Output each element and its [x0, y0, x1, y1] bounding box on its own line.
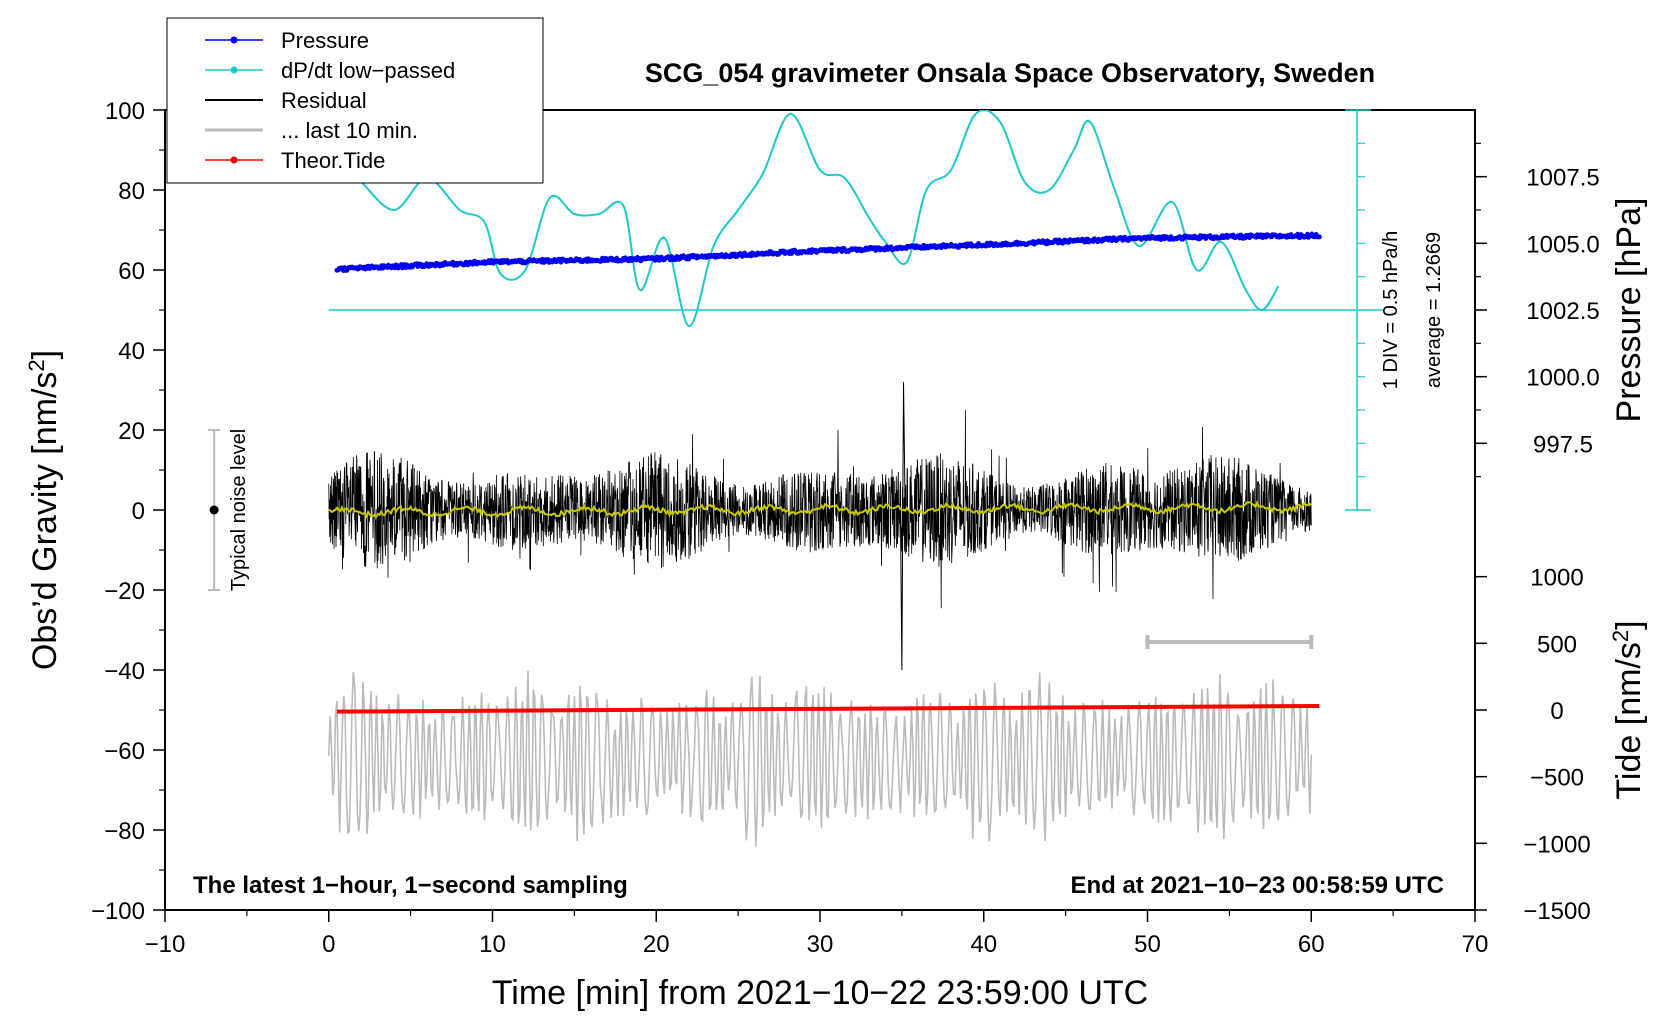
y-tick-label: −100	[91, 898, 145, 925]
pressure-tick-label: 1007.5	[1526, 165, 1599, 192]
series-last-10-min	[328, 670, 1313, 847]
dpdt-scale-label: 1 DIV = 0.5 hPa/h	[1380, 231, 1402, 389]
x-tick-label: 30	[807, 931, 834, 958]
overlay-layer	[208, 109, 1385, 649]
x-tick-label: 70	[1462, 931, 1489, 958]
tide-tick-label: 500	[1537, 631, 1577, 658]
y-tick-label: −80	[104, 818, 145, 845]
legend-label-dpdt: dP/dt low−passed	[281, 58, 455, 83]
x-tick-label: 0	[322, 931, 335, 958]
tide-tick-label: −1000	[1523, 831, 1590, 858]
y-tick-label: 100	[105, 98, 145, 125]
series-layer	[328, 110, 1322, 847]
y-tick-label: 80	[118, 178, 145, 205]
legend-label-tide: Theor.Tide	[281, 148, 385, 173]
tide-tick-label: −1500	[1523, 898, 1590, 925]
end-time-note: End at 2021−10−23 00:58:59 UTC	[1070, 872, 1444, 899]
y-axis-label-left: Obs’d Gravity [nm/s2]	[24, 350, 65, 670]
x-tick-label: 40	[970, 931, 997, 958]
y-tick-label: 40	[118, 338, 145, 365]
legend-marker-pressure	[230, 36, 238, 44]
legend-label-last10: ... last 10 min.	[281, 118, 418, 143]
tide-tick-label: 0	[1550, 698, 1563, 725]
x-tick-label: 60	[1298, 931, 1325, 958]
pressure-point	[1317, 234, 1322, 240]
y-tick-label: 20	[118, 418, 145, 445]
series-residual	[328, 410, 1312, 609]
series-residual-smoothed	[328, 500, 1312, 519]
x-axis-label: Time [min] from 2021−10−22 23:59:00 UTC	[492, 974, 1148, 1012]
tide-tick-label: 1000	[1530, 565, 1583, 592]
noise-level-label: Typical noise level	[228, 429, 250, 591]
y-tick-label: −60	[104, 738, 145, 765]
y-tick-label: −40	[104, 658, 145, 685]
chart-title: SCG_054 gravimeter Onsala Space Observat…	[645, 58, 1375, 88]
legend-marker-tide	[230, 156, 238, 164]
series-residual-spike	[899, 381, 906, 671]
y-tick-label: 0	[132, 498, 145, 525]
pressure-tick-label: 997.5	[1533, 431, 1593, 458]
y-axis-label-pressure: Pressure [hPa]	[1610, 198, 1648, 423]
pressure-tick-label: 1002.5	[1526, 298, 1599, 325]
tick-layer: −10 0 10 20 30 40 50 60 70100806040200−20−40−60−…	[91, 98, 1600, 958]
series-dpdt-lowpassed	[360, 110, 1280, 328]
y-tick-label: 60	[118, 258, 145, 285]
series-theor-tide	[336, 704, 1320, 714]
pressure-tick-label: 1005.0	[1526, 231, 1599, 258]
x-tick-label: 10	[479, 931, 506, 958]
legend-marker-dpdt	[230, 66, 238, 74]
x-tick-label: −10	[145, 931, 186, 958]
pressure-tick-label: 1000.0	[1526, 365, 1599, 392]
x-tick-label: 50	[1134, 931, 1161, 958]
sampling-note: The latest 1−hour, 1−second sampling	[193, 872, 628, 899]
x-tick-label: 20	[643, 931, 670, 958]
legend-label-pressure: Pressure	[281, 28, 369, 53]
legend: Pressure dP/dt low−passed Residual ... l…	[166, 17, 544, 184]
noise-level-center	[209, 505, 219, 515]
y-axis-label-tide: Tide [nm/s2]	[1608, 620, 1649, 799]
dpdt-average-label: average = 1.2669	[1423, 232, 1445, 388]
series-pressure	[334, 231, 1322, 273]
y-tick-label: −20	[104, 578, 145, 605]
legend-label-residual: Residual	[281, 88, 367, 113]
tide-tick-label: −500	[1530, 765, 1584, 792]
